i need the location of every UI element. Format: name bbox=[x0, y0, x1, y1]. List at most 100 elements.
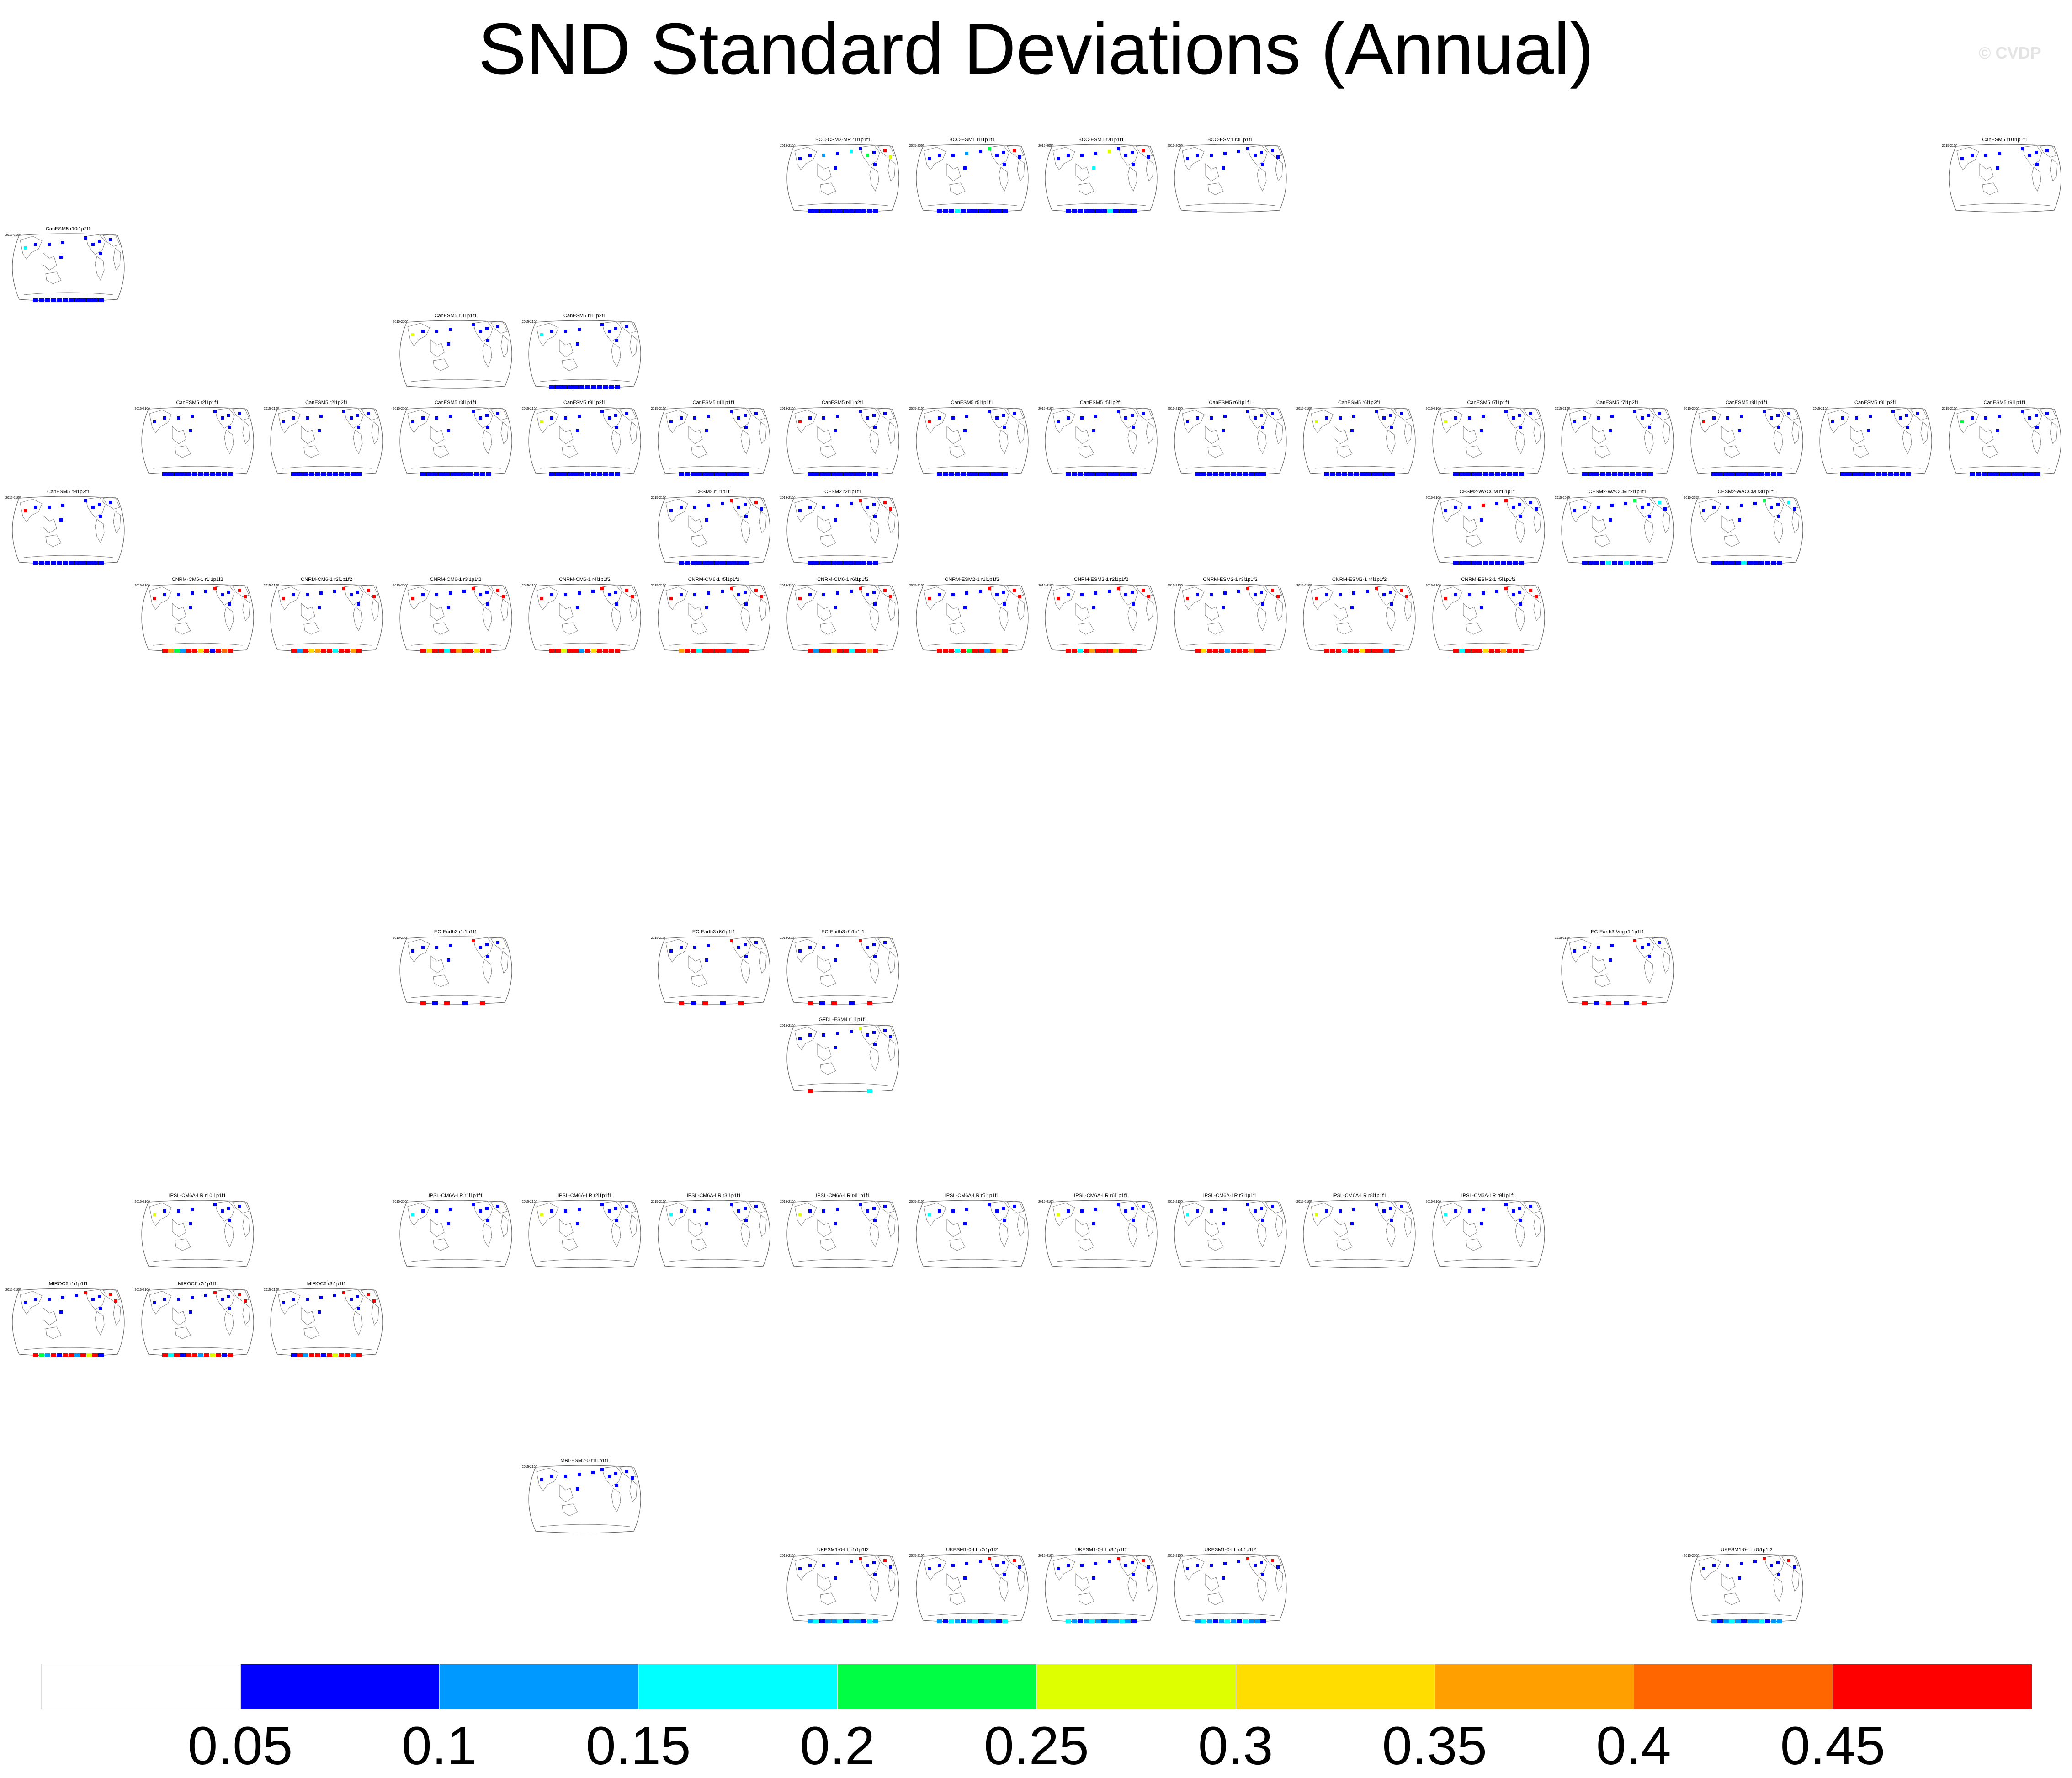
coastline bbox=[1052, 1203, 1075, 1226]
sd-cell bbox=[576, 1222, 579, 1225]
sd-cell bbox=[834, 1576, 837, 1580]
sd-cell bbox=[729, 939, 733, 942]
coastline bbox=[2050, 159, 2057, 181]
sd-cell bbox=[754, 589, 758, 592]
panel-years: 2015-2055 bbox=[909, 144, 924, 148]
sd-cell-south bbox=[315, 1353, 320, 1357]
sd-cell bbox=[1597, 946, 1600, 949]
sd-cell-south bbox=[1582, 1001, 1588, 1005]
coastline bbox=[1721, 1573, 1736, 1592]
sd-cell bbox=[1519, 426, 1522, 429]
antarctica-coastline bbox=[153, 1259, 243, 1262]
coastline bbox=[1465, 622, 1482, 635]
sd-cell bbox=[1529, 589, 1532, 592]
coastline bbox=[1275, 421, 1283, 444]
sd-cell bbox=[1529, 1205, 1532, 1208]
sd-cell-south bbox=[345, 472, 350, 476]
sd-cell bbox=[889, 595, 892, 598]
sd-cell-south bbox=[291, 1353, 297, 1357]
coastline bbox=[1017, 421, 1025, 444]
sd-cell-south bbox=[63, 298, 68, 302]
coastline bbox=[1075, 1219, 1090, 1237]
sd-cell bbox=[988, 1557, 991, 1560]
sd-cell bbox=[421, 416, 425, 420]
sd-cell bbox=[951, 593, 955, 596]
sd-cell bbox=[1018, 155, 1021, 159]
panel-title: IPSL-CM6A-LR r7i1p1f1 bbox=[1203, 1193, 1258, 1198]
coastline bbox=[887, 1569, 896, 1592]
sd-cell bbox=[754, 412, 758, 415]
sd-cell bbox=[798, 1037, 802, 1040]
sd-cell-south bbox=[714, 649, 720, 653]
sd-cell-south bbox=[1360, 472, 1365, 476]
sd-cell-south bbox=[356, 472, 362, 476]
globe-outline bbox=[915, 407, 1029, 475]
sd-cell-south bbox=[86, 1353, 92, 1357]
coastline bbox=[1404, 1214, 1412, 1237]
sd-cell bbox=[1504, 499, 1508, 502]
sd-cell bbox=[1195, 1209, 1199, 1213]
coastline bbox=[1205, 163, 1219, 181]
sd-cell bbox=[1002, 1573, 1006, 1576]
sd-cell bbox=[1012, 412, 1016, 415]
map-panel: IPSL-CM6A-LR r8i1p1f1 2015-2100 bbox=[1296, 1193, 1422, 1275]
sd-cell bbox=[1769, 506, 1773, 509]
antarctica-coastline bbox=[669, 555, 759, 558]
robinson-map bbox=[1561, 407, 1674, 476]
antarctica-coastline bbox=[1314, 466, 1405, 469]
sd-cell-south bbox=[597, 472, 602, 476]
sd-cell bbox=[743, 503, 747, 506]
sd-cell-south bbox=[1453, 561, 1459, 565]
sd-cell-south bbox=[549, 472, 555, 476]
sd-cell bbox=[1067, 1564, 1070, 1567]
sd-cell-south bbox=[873, 209, 878, 213]
sd-cell-south bbox=[1084, 649, 1089, 653]
sd-cell-south bbox=[1471, 561, 1477, 565]
sd-cell bbox=[99, 1307, 102, 1310]
sd-cell-south bbox=[351, 649, 356, 653]
sd-cell bbox=[1117, 1203, 1120, 1206]
robinson-map bbox=[1174, 407, 1287, 476]
sd-cell bbox=[411, 597, 414, 600]
sd-cell bbox=[1960, 157, 1964, 160]
coastline bbox=[1982, 445, 1998, 458]
antarctica-coastline bbox=[153, 643, 243, 646]
panel-years: 2015-2100 bbox=[1296, 407, 1312, 410]
sd-cell bbox=[1375, 410, 1378, 413]
panel-years: 2015-2100 bbox=[651, 937, 666, 940]
sd-cell bbox=[163, 1298, 166, 1301]
globe-outline bbox=[1174, 1200, 1287, 1268]
coastline bbox=[1773, 430, 1783, 455]
sd-cell-south bbox=[1747, 1619, 1753, 1623]
sd-cell bbox=[1454, 1209, 1457, 1213]
robinson-map bbox=[270, 584, 383, 653]
panel-years: 2015-2100 bbox=[1942, 144, 1957, 148]
sd-cell bbox=[238, 1293, 241, 1296]
coastline bbox=[536, 323, 559, 346]
sd-cell-south bbox=[702, 472, 708, 476]
sd-cell-south bbox=[1113, 209, 1119, 213]
sd-cell bbox=[1726, 506, 1729, 509]
panel-title: MIROC6 r3i1p1f1 bbox=[307, 1281, 346, 1287]
map-panel: CNRM-CM6-1 r6i1p1f2 2015-2100 bbox=[780, 577, 906, 659]
sd-cell-south bbox=[297, 649, 303, 653]
sd-cell-south bbox=[1477, 472, 1482, 476]
sd-cell bbox=[75, 1294, 78, 1297]
robinson-map bbox=[528, 407, 641, 476]
sd-cell-south bbox=[1354, 649, 1359, 653]
sd-cell bbox=[798, 157, 802, 160]
sd-cell bbox=[1534, 507, 1538, 511]
sd-cell-south bbox=[966, 472, 972, 476]
coastline bbox=[43, 515, 57, 533]
coastline bbox=[869, 1577, 879, 1602]
sd-cell-south bbox=[1095, 472, 1101, 476]
sd-cell bbox=[190, 1208, 194, 1211]
panel-title: IPSL-CM6A-LR r2i1p1f1 bbox=[558, 1193, 612, 1198]
coastline bbox=[949, 1238, 966, 1251]
coastline bbox=[820, 445, 836, 458]
panel-title: IPSL-CM6A-LR r6i1p1f1 bbox=[1074, 1193, 1128, 1198]
sd-cell-south bbox=[1588, 561, 1594, 565]
sd-cell bbox=[822, 1209, 825, 1213]
sd-cell-south bbox=[2035, 472, 2040, 476]
coastline bbox=[887, 1214, 896, 1237]
